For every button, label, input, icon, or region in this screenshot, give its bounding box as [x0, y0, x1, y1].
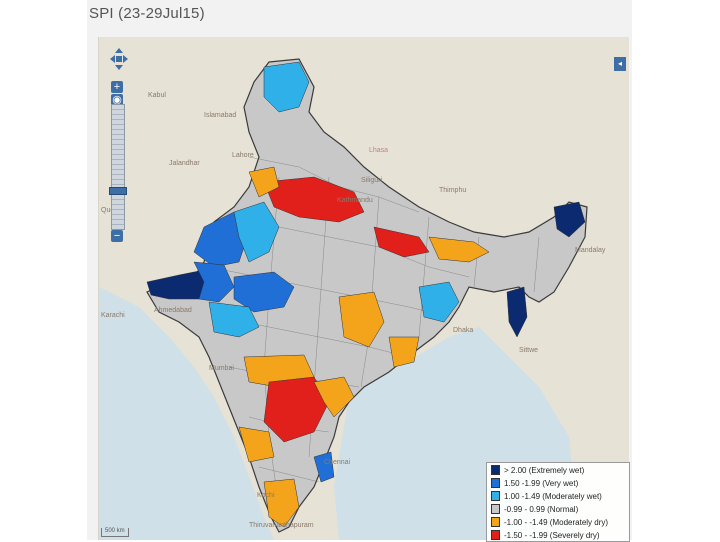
legend-item: > 2.00 (Extremely wet) [487, 464, 629, 476]
map-legend: > 2.00 (Extremely wet) 1.50 -1.99 (Very … [486, 462, 630, 542]
legend-item: -1.00 - -1.49 (Moderately dry) [487, 516, 629, 528]
tamilnadu-moderately-dry [263, 478, 300, 528]
place-label: Thiruvananthapuram [249, 522, 314, 529]
bihar-severely-dry [373, 226, 430, 258]
place-label: Thimphu [439, 187, 467, 194]
legend-label: > 2.00 (Extremely wet) [504, 465, 585, 475]
legend-item: 1.00 -1.49 (Moderately wet) [487, 490, 629, 502]
place-label: Lhasa [369, 147, 389, 154]
central-very-wet [233, 271, 295, 313]
mizoram-extremely-wet [506, 286, 528, 338]
place-label: Dhaka [453, 327, 474, 334]
legend-label: -0.99 - 0.99 (Normal) [504, 504, 579, 514]
place-label: Kochi [257, 492, 275, 499]
place-label: Karachi [101, 312, 125, 319]
place-label: Kathmandu [337, 197, 373, 204]
scale-bar: 500 km [101, 528, 129, 537]
central-moderately-wet [208, 301, 260, 338]
pan-control[interactable] [110, 48, 128, 70]
up-moderately-dry [248, 166, 280, 198]
east-moderately-wet [418, 281, 460, 323]
gujarat-very-wet [193, 261, 235, 303]
arabian-sea [99, 287, 274, 540]
legend-label: 1.50 -1.99 (Very wet) [504, 478, 579, 488]
legend-swatch [491, 517, 500, 527]
legend-swatch [491, 478, 500, 488]
telangana-severely-dry [263, 376, 330, 443]
page-title: SPI (23-29Jul15) [89, 5, 205, 22]
legend-label: -1.00 - -1.49 (Moderately dry) [504, 517, 609, 527]
mp-moderately-dry [338, 291, 385, 348]
telangana-moderately-dry [313, 376, 355, 418]
legend-swatch [491, 530, 500, 540]
place-label: Lahore [232, 152, 254, 159]
map-viewport[interactable]: Kabul Islamabad Lahore Jalandhar Quetta … [98, 37, 629, 540]
legend-item: -1.50 - -1.99 (Severely dry) [487, 529, 629, 541]
zoom-in-button[interactable]: + [111, 81, 123, 93]
place-label: Jalandhar [169, 160, 200, 167]
legend-swatch [491, 491, 500, 501]
place-label: Kabul [148, 92, 166, 99]
place-label: Mandalay [575, 247, 606, 254]
kashmir-moderately-wet [263, 61, 310, 113]
map-canvas [99, 37, 629, 540]
legend-swatch [491, 504, 500, 514]
globe-icon[interactable]: ◉ [111, 94, 123, 106]
legend-item: 1.50 -1.99 (Very wet) [487, 477, 629, 489]
legend-swatch [491, 465, 500, 475]
karnataka-moderately-dry [238, 426, 275, 463]
place-label: Mumbai [209, 365, 234, 372]
zoom-slider-handle[interactable] [109, 187, 127, 195]
place-label: Siliguri [361, 177, 383, 184]
zoom-out-button[interactable]: − [111, 230, 123, 242]
legend-label: 1.00 -1.49 (Moderately wet) [504, 491, 602, 501]
zoom-slider-track[interactable] [111, 104, 125, 230]
place-label: Islamabad [204, 112, 237, 119]
place-label: Ahmedabad [154, 307, 192, 314]
legend-item: -0.99 - 0.99 (Normal) [487, 503, 629, 515]
place-label: Chennai [324, 459, 351, 466]
ne-extremely-wet [553, 201, 586, 238]
pan-arrows-icon [110, 48, 128, 70]
up-severely-dry [263, 176, 365, 223]
south-very-wet [313, 451, 335, 483]
odisha-moderately-dry [388, 336, 420, 368]
legend-label: -1.50 - -1.99 (Severely dry) [504, 530, 600, 540]
bihar-moderately-dry [428, 236, 490, 263]
rajasthan-moderately-wet [233, 201, 280, 263]
place-label: Sittwe [519, 347, 539, 354]
layer-switcher-button[interactable]: ◂ [614, 57, 626, 71]
